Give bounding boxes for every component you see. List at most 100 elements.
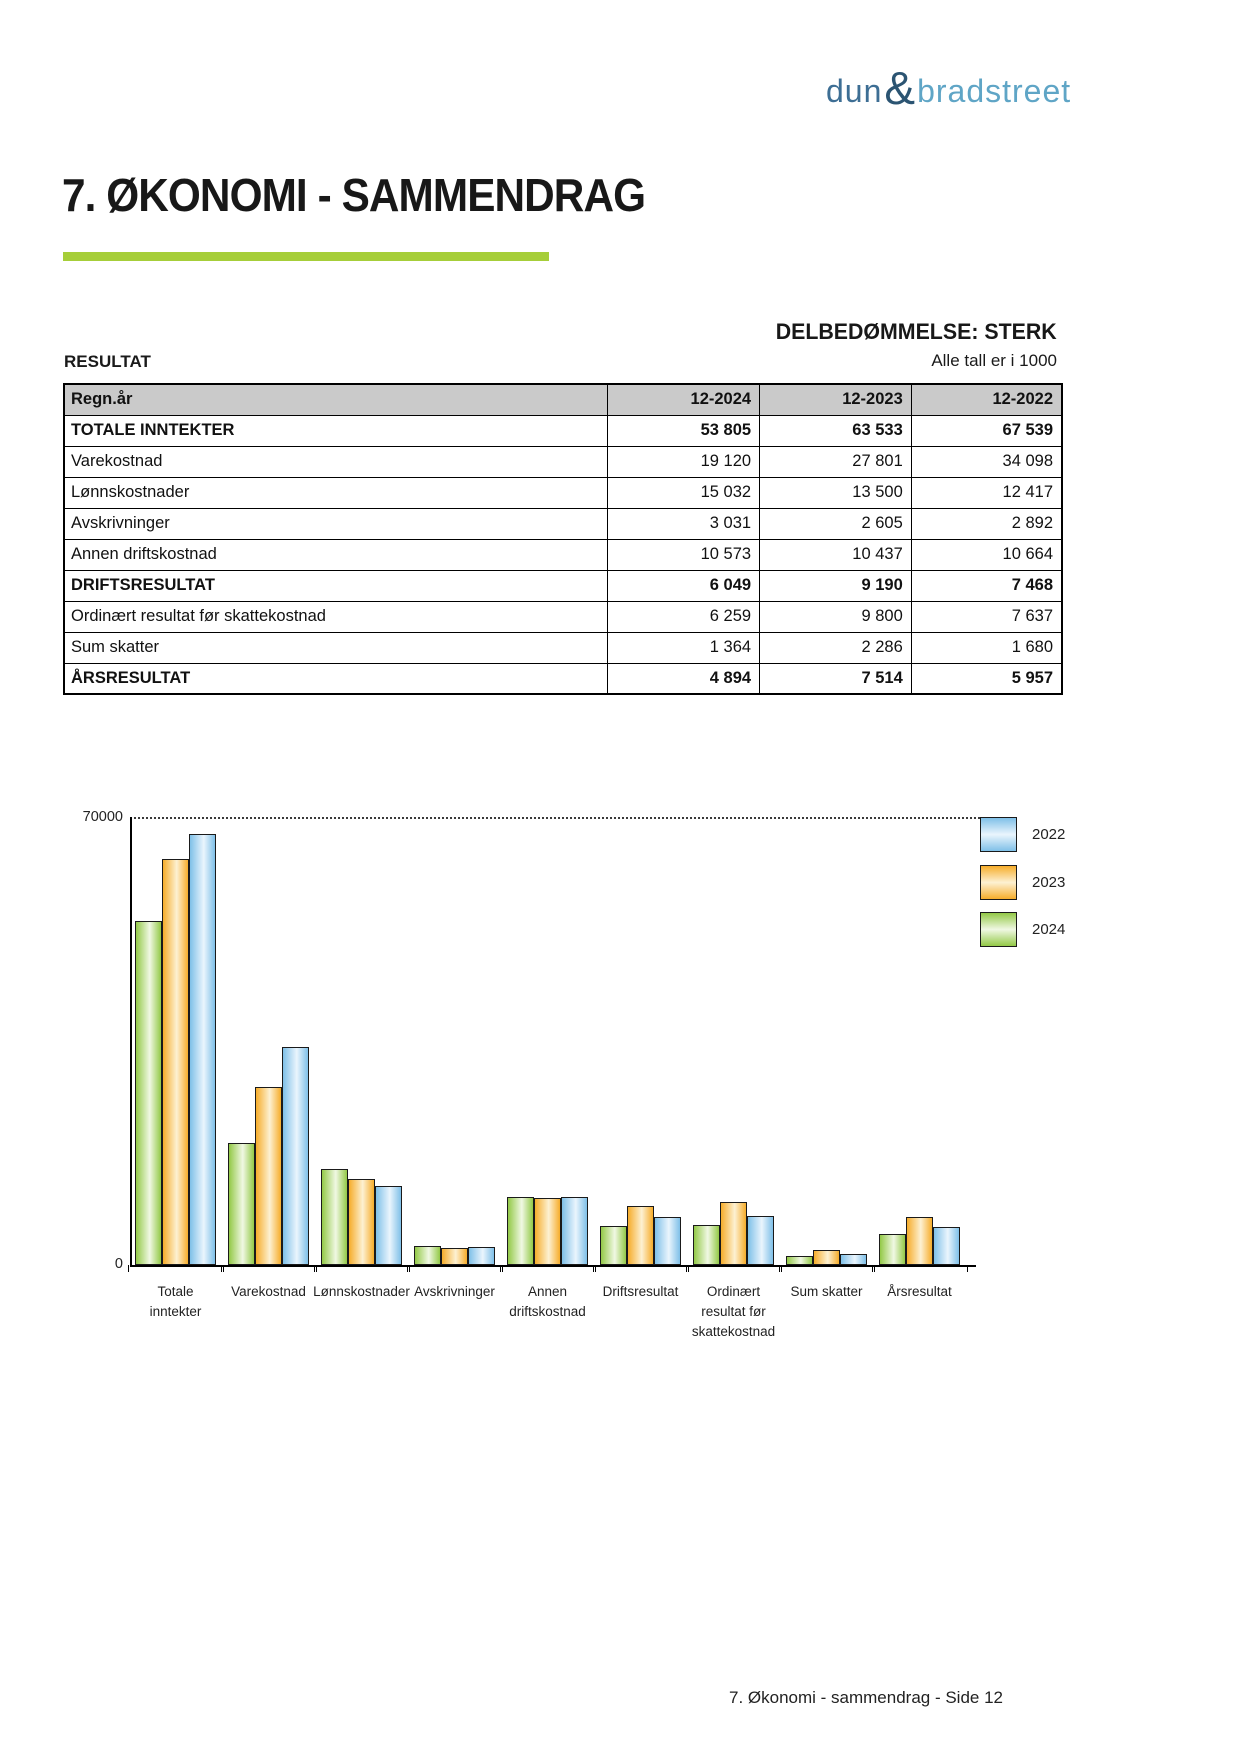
row-value: 10 437 <box>759 538 912 571</box>
x-axis-tick <box>314 1265 315 1272</box>
ampersand-icon: & <box>884 62 916 114</box>
row-value: 1 680 <box>910 631 1063 664</box>
bar-2023-2 <box>348 1179 375 1265</box>
bar-2023-1 <box>255 1087 282 1265</box>
assessment-label: DELBEDØMMELSE: STERK <box>776 319 1057 344</box>
bar-2024-3 <box>414 1246 441 1265</box>
x-axis-tick <box>779 1265 780 1272</box>
bar-2022-2 <box>375 1186 402 1265</box>
row-label: TOTALE INNTEKTER <box>63 414 609 447</box>
x-axis-tick <box>967 1265 968 1272</box>
units-note: Alle tall er i 1000 <box>931 351 1057 370</box>
column-header-12-2024: 12-2024 <box>607 383 761 416</box>
row-value: 7 637 <box>910 600 1063 633</box>
legend-label-2024: 2024 <box>1032 921 1066 938</box>
bar-2024-7 <box>786 1256 813 1265</box>
legend-label-2023: 2023 <box>1032 873 1066 891</box>
row-label: Annen driftskostnad <box>63 538 609 571</box>
row-value: 2 286 <box>759 631 912 664</box>
row-value: 2 892 <box>910 507 1063 540</box>
bar-2022-4 <box>561 1197 588 1265</box>
row-value: 67 539 <box>910 414 1063 447</box>
x-axis-tick <box>128 1265 129 1272</box>
legend-label-2022: 2022 <box>1032 826 1066 843</box>
row-value: 3 031 <box>607 507 761 540</box>
bar-2023-5 <box>627 1206 654 1265</box>
bar-2023-8 <box>906 1217 933 1265</box>
logo-text-bradstreet: bradstreet <box>917 72 1072 109</box>
bar-2024-1 <box>228 1143 255 1265</box>
row-label: DRIFTSRESULTAT <box>63 569 609 602</box>
page-title: 7. ØKONOMI - SAMMENDRAG <box>62 169 646 221</box>
row-label: Lønnskostnader <box>63 476 609 509</box>
row-value: 6 049 <box>607 569 761 602</box>
category-label: Sum skatter <box>790 1284 863 1299</box>
x-axis-tick <box>502 1265 503 1272</box>
x-axis-tick <box>407 1265 408 1272</box>
legend-swatch-2023 <box>980 864 1017 900</box>
bar-2023-3 <box>441 1248 468 1265</box>
x-axis-tick <box>688 1265 689 1272</box>
row-value: 12 417 <box>910 476 1063 509</box>
row-value: 19 120 <box>607 445 761 478</box>
bar-2022-1 <box>282 1047 309 1265</box>
column-header-12-2022: 12-2022 <box>910 383 1063 416</box>
bar-2022-5 <box>654 1217 681 1265</box>
row-value: 6 259 <box>607 600 761 633</box>
bar-2024-0 <box>135 921 162 1265</box>
bar-2024-4 <box>507 1197 534 1265</box>
bar-2022-8 <box>933 1227 960 1265</box>
x-axis-tick <box>781 1265 782 1272</box>
column-header-regnar: Regn.år <box>63 383 609 416</box>
table-row: Varekostnad 19 120 27 801 34 098 <box>63 445 1063 478</box>
x-axis <box>130 1265 976 1267</box>
category-label: Totale inntekter <box>149 1284 202 1319</box>
bar-2024-6 <box>693 1225 720 1265</box>
title-underline <box>63 252 549 261</box>
category-label: Ordinært resultat før skattekostnad <box>691 1284 776 1339</box>
row-value: 53 805 <box>607 414 761 447</box>
legend-swatch-2022 <box>980 817 1017 852</box>
row-value: 9 800 <box>759 600 912 633</box>
page-footer: 7. Økonomi - sammendrag - Side 12 <box>728 1688 1003 1707</box>
bar-2022-6 <box>747 1216 774 1265</box>
table-row: Annen driftskostnad 10 573 10 437 10 664 <box>63 538 1063 571</box>
x-axis-tick <box>316 1265 317 1272</box>
category-label: Annen driftskostnad <box>509 1284 586 1319</box>
bar-2024-2 <box>321 1169 348 1265</box>
bar-chart: 70000 0 Totale inntekter Varekostnad Lønnsk… <box>75 800 1185 1360</box>
table-row: Ordinært resultat før skattekostnad 6 259… <box>63 600 1063 633</box>
bar-2022-7 <box>840 1254 867 1265</box>
y-tick-label-zero: 0 <box>114 1256 123 1272</box>
x-axis-tick <box>221 1265 222 1272</box>
row-value: 34 098 <box>910 445 1063 478</box>
row-label: Ordinært resultat før skattekostnad <box>63 600 609 633</box>
bar-2022-0 <box>189 834 216 1265</box>
category-label: Varekostnad <box>231 1284 306 1299</box>
category-label: Driftsresultat <box>602 1284 679 1299</box>
logo-text-dun: dun <box>826 72 883 109</box>
row-value: 4 894 <box>607 662 761 695</box>
x-axis-tick <box>223 1265 224 1272</box>
x-axis-tick <box>686 1265 687 1272</box>
table-row: DRIFTSRESULTAT 6 049 9 190 7 468 <box>63 569 1063 602</box>
gridline-70000 <box>130 817 1012 819</box>
table-row: Avskrivninger 3 031 2 605 2 892 <box>63 507 1063 540</box>
row-value: 27 801 <box>759 445 912 478</box>
bar-2024-8 <box>879 1234 906 1265</box>
row-value: 1 364 <box>607 631 761 664</box>
table-row: ÅRSRESULTAT 4 894 7 514 5 957 <box>63 662 1063 695</box>
row-value: 15 032 <box>607 476 761 509</box>
row-value: 2 605 <box>759 507 912 540</box>
bar-2024-5 <box>600 1226 627 1265</box>
row-value: 63 533 <box>759 414 912 447</box>
dun-bradstreet-logo: dun & bradstreet <box>826 62 1072 114</box>
row-label: Avskrivninger <box>63 507 609 540</box>
results-table-body: TOTALE INNTEKTER 53 805 63 533 67 539 Vareko… <box>63 414 1063 695</box>
row-label: Varekostnad <box>63 445 609 478</box>
row-label: Sum skatter <box>63 631 609 664</box>
bar-2022-3 <box>468 1247 495 1265</box>
y-axis <box>130 817 132 1266</box>
table-row: TOTALE INNTEKTER 53 805 63 533 67 539 <box>63 414 1063 447</box>
row-value: 10 573 <box>607 538 761 571</box>
